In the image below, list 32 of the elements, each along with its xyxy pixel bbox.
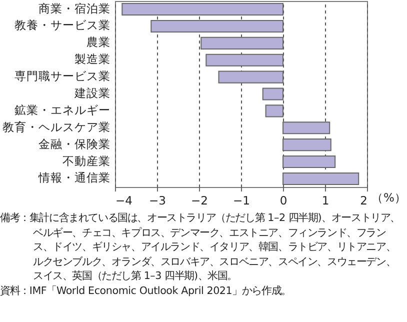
x-tick-label: −3 [149,194,166,208]
y-tick-label: 鉱業・エネルギー [14,102,110,117]
y-tick-label: 教養・サービス業 [14,18,110,32]
bar [200,36,284,50]
y-tick-label: 商業・宿泊業 [38,1,110,16]
y-tick-label: 製造業 [74,52,110,66]
y-tick-label: 建設業 [74,86,110,100]
y-tick-label: 教育・ヘルスケア業 [2,120,110,134]
y-tick-label: 農業 [86,35,110,50]
bar [282,156,336,168]
text: 資料：IMF「World Economic Outlook April 2021」から作成。 [0,284,292,299]
x-axis-title: （%） [372,190,406,204]
x-tick-label: 1 [322,194,330,208]
bar [262,88,284,100]
x-tick-label: −4 [116,194,132,208]
bar [218,70,284,84]
x-tick-label: 0 [280,194,288,208]
bar [282,138,332,152]
x-tick-label: 2 [360,194,368,208]
y-tick-label: 不動産業 [62,154,110,168]
bar [282,122,330,134]
bar [282,172,360,185]
bar [150,20,284,32]
y-tick-label: 金融・保険業 [38,136,110,151]
x-tick-label: −1 [233,194,250,208]
bar [122,3,284,16]
bar [206,54,284,66]
x-tick-label: −2 [191,194,208,208]
y-tick-label: 専門職サービス業 [14,69,110,84]
text: 備考：集計に含まれている国は、オーストラリア（ただし第 1–2 四半期)、オーストリア、ベルギー、チェコ、キプロス、デンマーク、エストニア、フィンランド、フランス、ドイツ、ギリシャ、アイルランド、イタリア、韓国、ラトビア、リトアニア、ルクセンブルク、オランダ、スロバキア、スロベニア、スペイン、スウェーデン、スイス、英国（ただし第 1–3 四半期)、米国。 [0,211,402,284]
y-tick-label: 情報・通信業 [38,170,110,185]
bar [265,104,284,118]
